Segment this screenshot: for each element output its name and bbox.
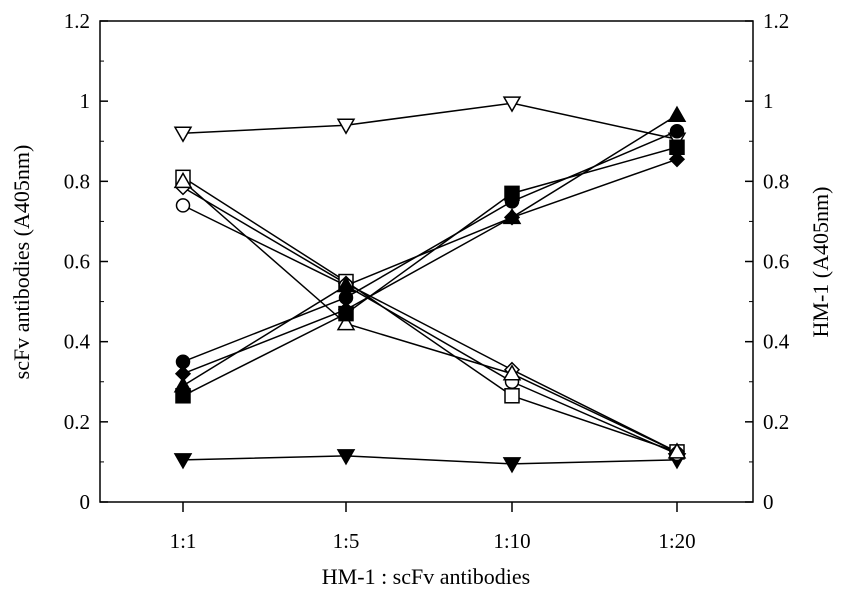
right-y-axis: 0 0.2 0.4 0.6 0.8 1 1.2 — [745, 9, 790, 514]
left-y-tick-label: 1.2 — [64, 9, 90, 33]
marker-triangle-up-filled — [502, 207, 522, 225]
series-line — [182, 102, 678, 140]
series-diamond-filled — [182, 158, 678, 375]
marker-triangle-down-filled — [173, 453, 193, 470]
right-y-tick-label: 0.6 — [763, 250, 789, 274]
marker-triangle-up-open — [502, 364, 522, 381]
series-line — [182, 204, 678, 455]
left-y-tick-label: 0.8 — [64, 169, 90, 193]
series-line — [182, 180, 678, 453]
marker-square-filled — [338, 305, 354, 322]
marker-triangle-down-open — [336, 118, 356, 135]
marker-triangle-up-open — [667, 442, 687, 459]
x-axis-title: HM-1 : scFv antibodies — [322, 564, 530, 589]
marker-square-filled — [175, 388, 191, 404]
series-triangle-up-filled — [182, 114, 678, 387]
marker-square-filled — [504, 185, 520, 202]
series-layer — [173, 96, 687, 474]
left-y-tick-label: 0.4 — [64, 330, 91, 354]
x-tick-label: 1:5 — [333, 529, 360, 553]
marker-triangle-up-filled — [667, 105, 687, 122]
marker-triangle-down-filled — [336, 449, 356, 466]
marker-diamond-filled — [668, 151, 686, 168]
series-diamond-open — [182, 186, 678, 453]
right-y-tick-label: 0.4 — [763, 330, 790, 354]
x-tick-label: 1:20 — [658, 529, 695, 553]
left-y-tick-label: 0.6 — [64, 250, 90, 274]
series-circle-open — [182, 204, 678, 455]
series-line — [182, 146, 678, 397]
left-y-tick-label: 0 — [80, 490, 91, 514]
right-y-tick-label: 0 — [763, 490, 774, 514]
series-markers-square-open — [175, 169, 685, 460]
series-line — [182, 176, 678, 453]
right-y-tick-label: 1 — [763, 89, 774, 113]
left-y-axis-title: scFv antibodies (A405nm) — [9, 145, 34, 380]
series-square-open — [182, 176, 678, 453]
left-y-tick-label: 1 — [80, 89, 91, 113]
marker-triangle-down-open — [502, 96, 522, 113]
right-y-tick-label: 0.2 — [763, 410, 789, 434]
right-y-tick-label: 1.2 — [763, 9, 789, 33]
plot-frame — [99, 20, 754, 503]
series-triangle-down-filled — [182, 455, 678, 465]
x-axis: 1:1 1:5 1:10 1:20 — [170, 502, 696, 553]
series-markers-triangle-up-filled — [173, 105, 687, 393]
marker-triangle-up-filled — [336, 276, 356, 293]
marker-triangle-down-open — [173, 126, 193, 143]
marker-circle-open — [175, 198, 191, 213]
series-markers-triangle-down-open — [173, 96, 687, 149]
series-triangle-up-open — [182, 180, 678, 453]
series-line — [182, 186, 678, 453]
marker-square-open — [504, 388, 520, 404]
series-markers-square-filled — [175, 139, 685, 404]
marker-triangle-up-open — [173, 171, 193, 189]
series-markers-circle-open — [175, 198, 685, 462]
right-y-tick-label: 0.8 — [763, 169, 789, 193]
x-tick-label: 1:1 — [170, 529, 197, 553]
series-triangle-down-open — [182, 102, 678, 140]
left-y-tick-label: 0.2 — [64, 410, 90, 434]
series-square-filled — [182, 146, 678, 397]
marker-circle-filled — [669, 123, 685, 139]
marker-triangle-down-filled — [502, 457, 522, 474]
series-line — [182, 114, 678, 387]
marker-triangle-up-open — [336, 314, 356, 331]
x-tick-label: 1:10 — [493, 529, 530, 553]
series-line — [182, 455, 678, 465]
right-y-axis-title: HM-1 (A405nm) — [808, 187, 833, 338]
series-markers-triangle-up-open — [173, 171, 687, 459]
left-y-axis: 0 0.2 0.4 0.6 0.8 1 1.2 — [64, 9, 108, 514]
marker-square-filled — [669, 139, 685, 156]
series-line — [182, 158, 678, 375]
